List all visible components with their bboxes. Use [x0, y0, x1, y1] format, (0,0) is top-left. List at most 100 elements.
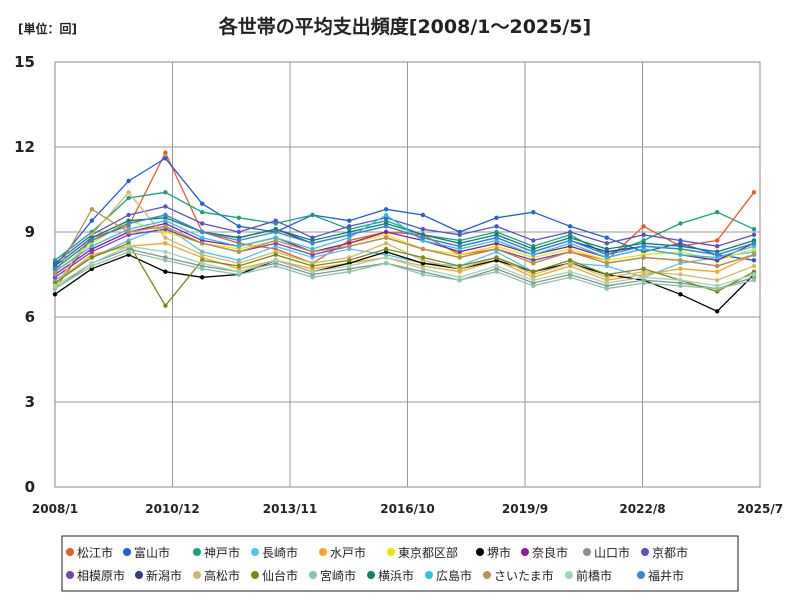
legend-marker	[193, 548, 201, 556]
data-point	[126, 195, 131, 201]
data-point	[163, 269, 168, 274]
legend-label: 相模原市	[77, 568, 125, 583]
legend-marker	[319, 548, 327, 556]
data-point	[236, 263, 242, 269]
data-point	[531, 269, 536, 274]
data-point	[163, 258, 168, 263]
legend-item: 広島市	[425, 568, 472, 583]
data-point	[531, 249, 536, 254]
legend-item: 東京都区部	[387, 545, 458, 560]
y-tick-label: 3	[25, 393, 35, 411]
data-point	[273, 252, 278, 257]
data-point	[163, 303, 168, 308]
data-point	[126, 229, 131, 235]
data-point	[310, 275, 315, 280]
legend-item: 横浜市	[367, 568, 414, 583]
legend-box	[61, 535, 739, 592]
data-point	[383, 235, 389, 240]
data-point	[383, 241, 389, 246]
legend-item: 長崎市	[251, 545, 298, 560]
unit-label: [単位：回]	[18, 21, 77, 36]
data-point	[163, 204, 168, 209]
legend-item: 神戸市	[193, 545, 240, 560]
data-point	[494, 224, 499, 229]
legend-label: 富山市	[134, 545, 170, 560]
data-point	[641, 224, 646, 229]
data-point	[383, 207, 389, 212]
legend-marker	[483, 571, 491, 579]
x-axis-ticks: 2008/1 2010/12 2013/11 2016/10 2019/9 2022/8 2…	[32, 502, 783, 516]
series-lines	[52, 150, 757, 314]
legend-item: さいたま市	[483, 568, 554, 583]
data-point	[641, 280, 646, 286]
series-line	[54, 214, 755, 270]
y-tick-label: 0	[25, 478, 35, 496]
data-point	[163, 241, 168, 246]
legend-marker	[476, 548, 484, 556]
data-point	[52, 292, 58, 297]
data-point	[347, 258, 352, 263]
legend-label: 山口市	[594, 545, 630, 560]
legend-item: 高松市	[193, 568, 240, 583]
data-point	[751, 241, 757, 246]
data-point	[678, 272, 683, 277]
series-line	[54, 219, 755, 273]
series-line	[54, 208, 755, 275]
legend-marker	[251, 571, 259, 579]
data-point	[52, 283, 58, 288]
data-point	[567, 224, 573, 229]
legend-marker	[637, 571, 645, 579]
x-tick-label: 2016/10	[380, 502, 434, 516]
data-point	[200, 229, 205, 235]
data-point	[383, 212, 389, 218]
data-point	[236, 215, 242, 220]
data-point	[347, 232, 352, 237]
data-point	[494, 255, 499, 260]
data-point	[200, 210, 205, 215]
data-point	[567, 269, 573, 274]
data-point	[678, 252, 683, 257]
legend-label: 広島市	[436, 568, 472, 583]
legend-marker	[565, 571, 573, 579]
y-tick-label: 15	[14, 53, 35, 71]
data-point	[163, 156, 168, 161]
data-point	[531, 238, 536, 243]
data-point	[420, 246, 426, 252]
data-point	[200, 221, 205, 226]
data-point	[751, 252, 757, 257]
legend-label: 堺市	[487, 545, 511, 560]
legend-item: 奈良市	[521, 545, 568, 560]
y-tick-label: 9	[25, 223, 35, 241]
data-point	[604, 235, 609, 240]
data-point	[604, 261, 609, 266]
series-line	[54, 217, 755, 267]
data-point	[273, 258, 278, 263]
data-point	[89, 261, 95, 266]
x-tick-label: 2022/8	[619, 502, 665, 516]
data-point	[420, 266, 426, 271]
legend-marker	[135, 571, 143, 579]
series-line	[54, 248, 755, 290]
legend-label: 神戸市	[204, 545, 240, 560]
legend-label: さいたま市	[494, 568, 554, 583]
data-point	[715, 269, 720, 274]
legend-label: 前橋市	[576, 568, 612, 583]
x-tick-label: 2013/11	[263, 502, 317, 516]
legend-item: 山口市	[583, 545, 630, 560]
legend-label: 福井市	[648, 568, 684, 583]
legend-label: 横浜市	[378, 568, 414, 583]
series-18	[52, 244, 757, 288]
data-point	[236, 229, 242, 235]
legend-item: 松江市	[66, 545, 113, 560]
series-line	[54, 205, 755, 264]
data-point	[310, 263, 315, 269]
data-point	[89, 255, 95, 260]
legend-marker	[66, 548, 74, 556]
data-point	[163, 218, 168, 223]
data-point	[310, 212, 315, 218]
data-point	[567, 249, 573, 254]
data-point	[567, 275, 573, 280]
legend-item: 前橋市	[565, 568, 612, 583]
legend-label: 京都市	[652, 545, 688, 560]
